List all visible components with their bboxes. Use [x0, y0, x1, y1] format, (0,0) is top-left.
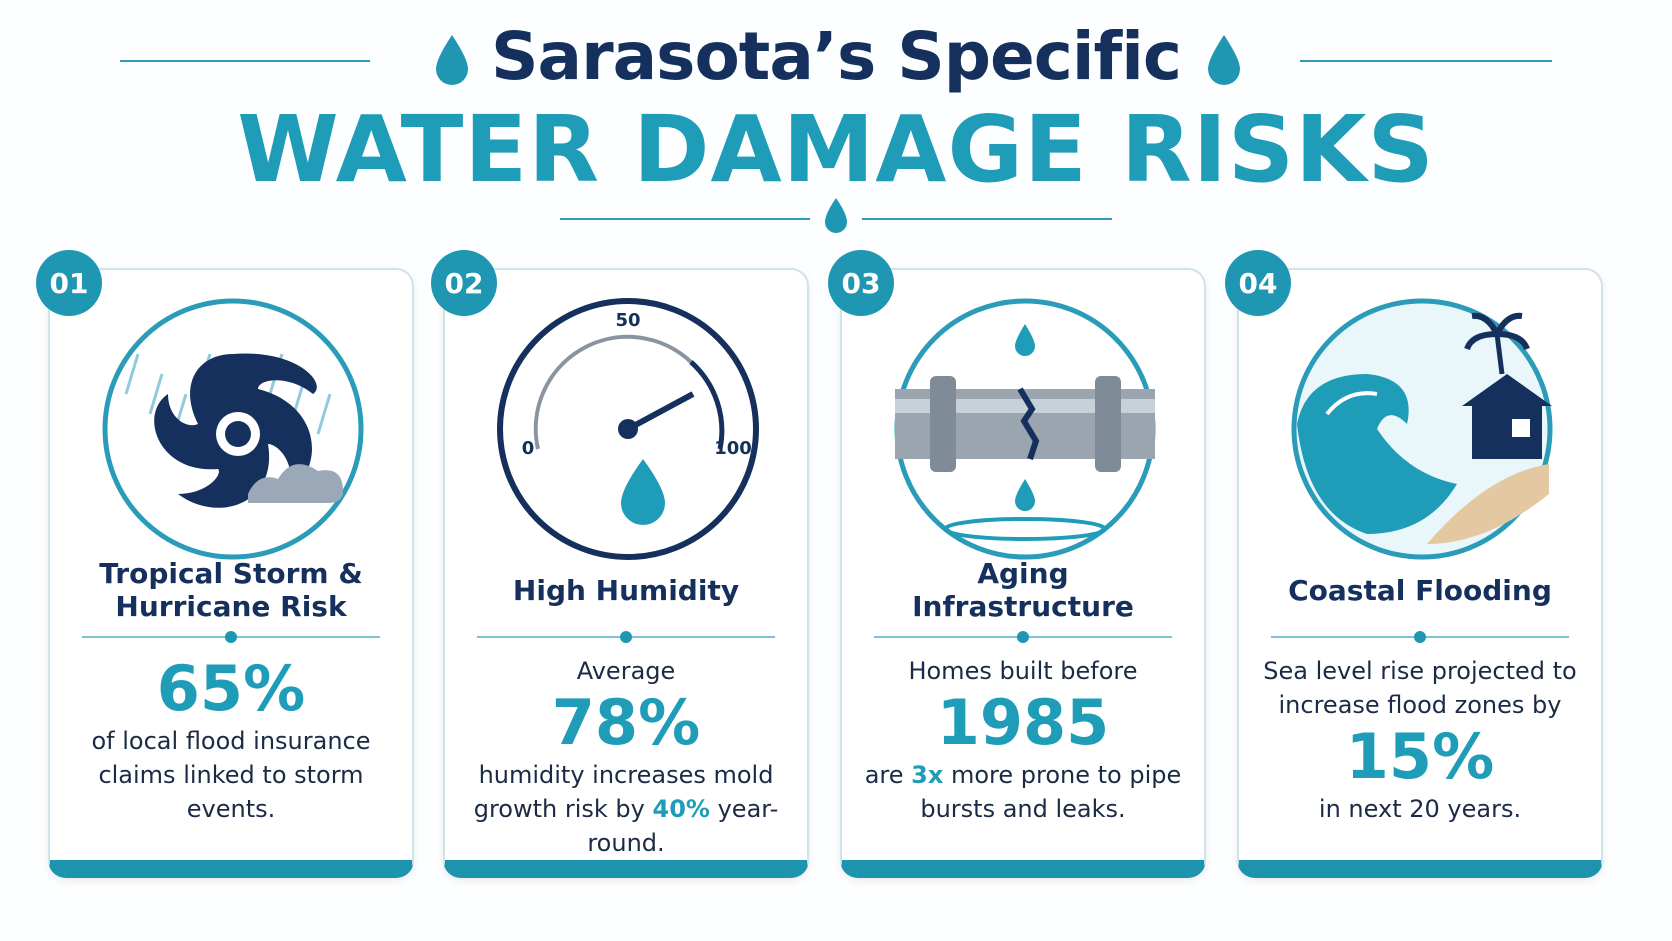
card-number: 03 — [828, 250, 894, 316]
lead-text: Sea level rise projected to increase flo… — [1263, 657, 1577, 719]
detail-text: are 3x more prone to pipe bursts and lea… — [864, 758, 1182, 826]
title-line2: WATER DAMAGE RISKS — [237, 96, 1435, 203]
rule — [862, 218, 1112, 220]
card-number: 02 — [431, 250, 497, 316]
divider-dot — [1414, 631, 1426, 643]
stat: 1985 — [936, 686, 1110, 759]
card-body: Average 78% humidity increases mold growth… — [467, 654, 785, 860]
card-title: Coastal Flooding — [1288, 573, 1552, 607]
divider — [874, 631, 1172, 643]
card-body: Homes built before 1985 are 3x more prone … — [864, 654, 1182, 826]
detail-text: in next 20 years. — [1261, 792, 1579, 826]
card-icon — [102, 298, 364, 560]
lead-text: Homes built before — [908, 657, 1138, 685]
risk-card: 02 0 50 100 High Humidity Average 78% humidity… — [431, 250, 809, 878]
rule — [1300, 60, 1552, 62]
card-title: Aging Infrastructure — [912, 557, 1134, 623]
stat: 78% — [551, 686, 701, 759]
highlight: 40% — [652, 795, 710, 823]
risk-card: 03 Aging Infrastructure Homes built befor… — [828, 250, 1206, 878]
risk-card: 01 Tropical Storm & Hurricane Risk 65% of … — [36, 250, 414, 878]
text: in next 20 years. — [1318, 795, 1522, 823]
title-line1: Sarasota’s Specific — [491, 18, 1182, 95]
drops — [436, 35, 1240, 233]
divider — [477, 631, 775, 643]
text: more prone to pipe bursts and leaks. — [920, 761, 1182, 823]
card-icon — [894, 298, 1156, 560]
divider-dot — [1017, 631, 1029, 643]
gauge-label: 0 — [522, 438, 535, 459]
text: year-round. — [587, 795, 779, 857]
divider — [1271, 631, 1569, 643]
divider-dot — [225, 631, 237, 643]
rule — [560, 218, 810, 220]
divider — [82, 631, 380, 643]
card-body: Sea level rise projected to increase flo… — [1261, 654, 1579, 826]
text: are — [864, 761, 904, 789]
stat: 65% — [156, 652, 306, 725]
stat: 15% — [1345, 720, 1495, 793]
lead-text: Average — [576, 657, 676, 685]
card-title: Tropical Storm & Hurricane Risk — [99, 557, 363, 623]
highlight: 3x — [911, 761, 944, 789]
gauge-label: 100 — [714, 438, 752, 459]
divider-dot — [620, 631, 632, 643]
detail-text: humidity increases mold growth risk by 4… — [467, 758, 785, 860]
risk-card: 04 Coastal Flooding Sea level rise projec… — [1225, 250, 1603, 878]
card-icon — [1291, 298, 1553, 560]
gauge-label: 50 — [615, 310, 640, 331]
detail-text: of local flood insurance claims linked t… — [72, 724, 390, 826]
rule — [120, 60, 370, 62]
card-number: 01 — [36, 250, 102, 316]
text: humidity increases mold growth risk by — [473, 761, 774, 823]
card-icon: 0 50 100 — [497, 298, 759, 560]
card-number: 04 — [1225, 250, 1291, 316]
card-body: 65% of local flood insurance claims linke… — [72, 654, 390, 826]
card-title: High Humidity — [512, 573, 740, 607]
text: of local flood insurance claims linked t… — [91, 727, 371, 823]
